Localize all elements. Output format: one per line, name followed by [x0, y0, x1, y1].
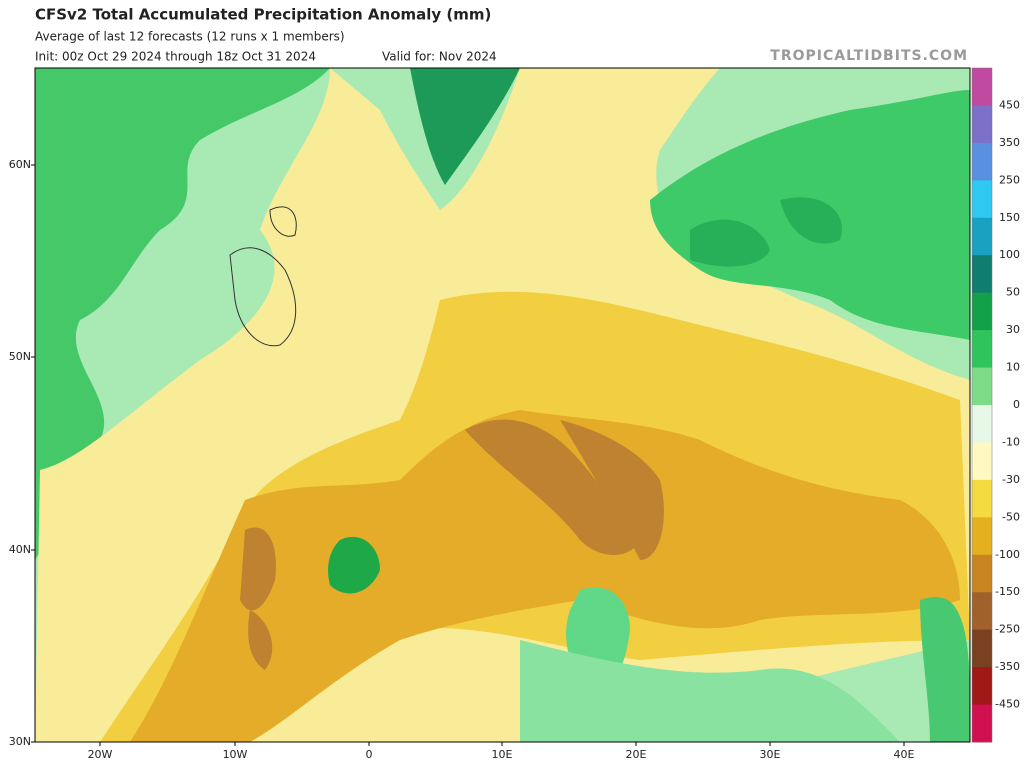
colorbar-swatch: [972, 405, 992, 443]
colorbar-label: 450: [999, 98, 1020, 111]
colorbar-swatch: [972, 667, 992, 706]
map-axes: 60N 50N 40N 30N 20W 10W 0 10E 20E 30E 40E: [9, 158, 915, 761]
colorbar-label: -10: [1002, 435, 1020, 448]
colorbar-swatch: [972, 367, 992, 406]
lon-label: 20E: [626, 748, 647, 761]
colorbar-label: 150: [999, 211, 1020, 224]
colorbar-label: 250: [999, 173, 1020, 186]
lon-label: 0: [366, 748, 373, 761]
colorbar-swatch: [972, 217, 992, 256]
watermark: TROPICALTIDBITS.COM: [770, 48, 968, 64]
lon-label: 20W: [88, 748, 113, 761]
colorbar-label: -100: [995, 548, 1020, 561]
colorbar-swatch: [972, 142, 992, 181]
coastline-hint: [229, 206, 297, 347]
libya-band: [520, 640, 900, 742]
east-wet-core: [690, 197, 842, 267]
colorbar-label: -30: [1002, 473, 1020, 486]
levant-wet: [920, 596, 970, 742]
colorbar-swatch: [972, 592, 992, 631]
lat-label: 60N: [9, 158, 31, 171]
norway-wet: [410, 68, 520, 185]
colorbar-label: 10: [1006, 361, 1020, 374]
init-time: Init: 00z Oct 29 2024 through 18z Oct 31…: [35, 50, 316, 64]
lon-label: 30E: [760, 748, 781, 761]
lon-label: 10W: [223, 748, 248, 761]
lat-label: 50N: [9, 350, 31, 363]
spain-wet: [328, 536, 380, 594]
very-dry-core: [240, 419, 664, 670]
colorbar-label: -250: [995, 623, 1020, 636]
colorbar: 4503502501501005030100-10-30-50-100-150-…: [971, 67, 1020, 743]
colorbar-swatch: [972, 105, 992, 144]
colorbar-swatch: [972, 292, 992, 331]
colorbar-swatch: [972, 704, 992, 743]
lon-label: 10E: [492, 748, 513, 761]
colorbar-label: 50: [1006, 286, 1020, 299]
colorbar-frame: [971, 67, 993, 743]
colorbar-swatch: [972, 479, 992, 518]
colorbar-label: -150: [995, 585, 1020, 598]
title: CFSv2 Total Accumulated Precipitation An…: [35, 6, 491, 24]
colorbar-swatch: [972, 517, 992, 556]
colorbar-swatch: [972, 442, 992, 481]
colorbar-label: 0: [1013, 398, 1020, 411]
lat-label: 40N: [9, 543, 31, 556]
colorbar-swatch: [972, 68, 992, 106]
valid-time: Valid for: Nov 2024: [382, 50, 497, 64]
lon-label: 40E: [894, 748, 915, 761]
colorbar-label: -450: [995, 698, 1020, 711]
lat-label: 30N: [9, 735, 31, 748]
colorbar-swatch: [972, 330, 992, 369]
dry-core: [130, 410, 960, 742]
colorbar-label: 100: [999, 248, 1020, 261]
atlantic-wet: [35, 68, 330, 560]
colorbar-swatch: [972, 180, 992, 219]
colorbar-label: 30: [1006, 323, 1020, 336]
subtitle: Average of last 12 forecasts (12 runs x …: [35, 30, 345, 44]
colorbar-label: 350: [999, 136, 1020, 149]
map-field: [35, 68, 970, 742]
colorbar-swatch: [972, 255, 992, 294]
colorbar-label: -350: [995, 660, 1020, 673]
colorbar-label: -50: [1002, 510, 1020, 523]
colorbar-swatch: [972, 629, 992, 668]
colorbar-swatch: [972, 554, 992, 593]
